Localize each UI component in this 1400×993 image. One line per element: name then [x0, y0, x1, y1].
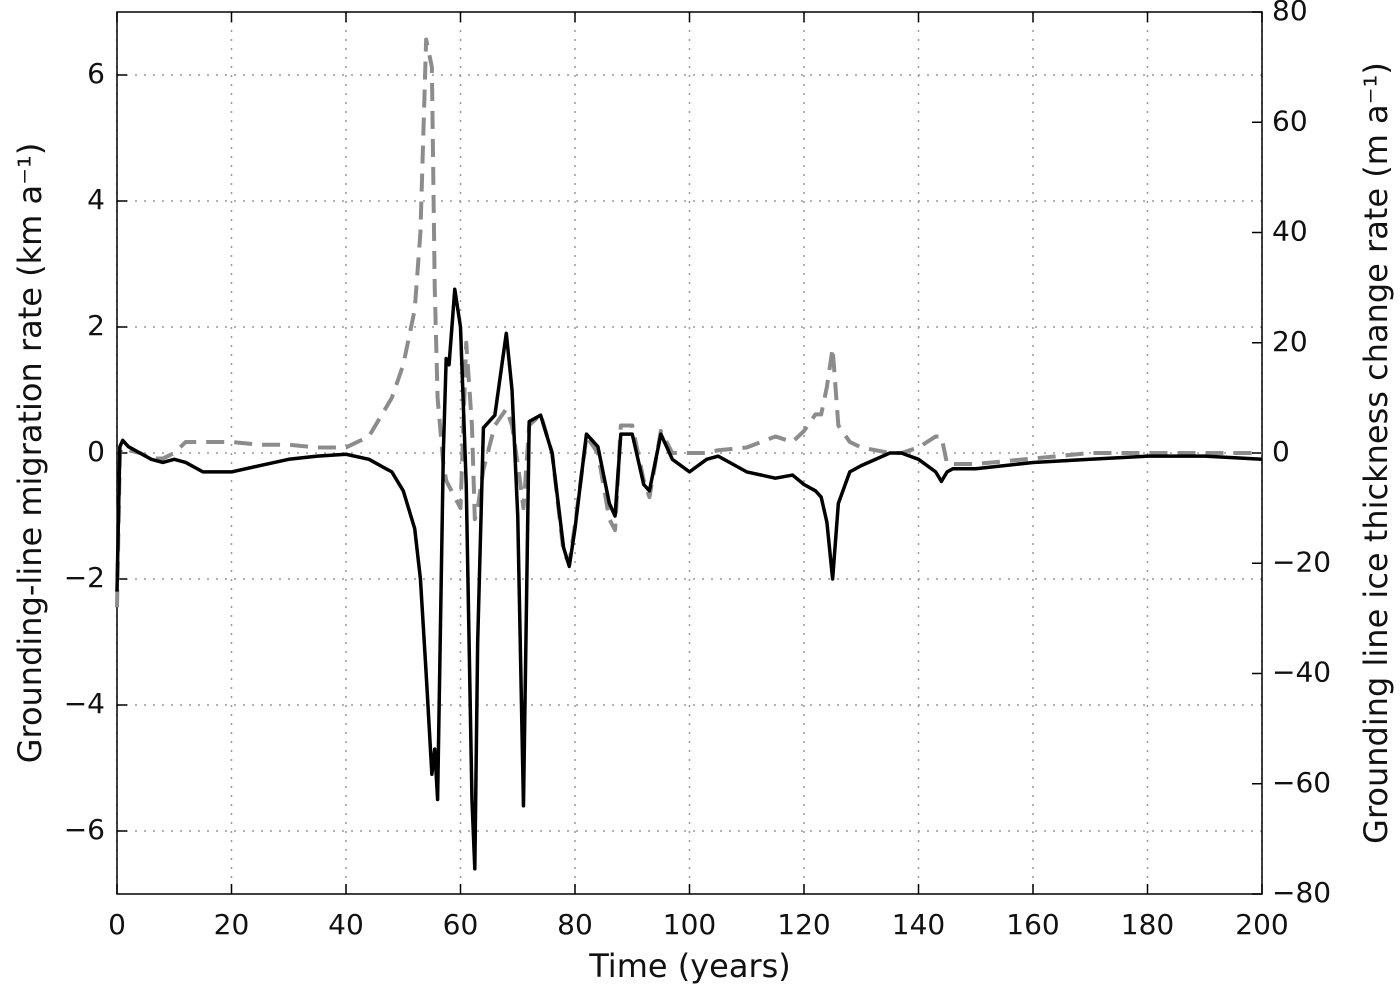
y-tick-label: −6	[64, 813, 105, 846]
y2-tick-label: 60	[1272, 104, 1308, 137]
y2-tick-label: −40	[1272, 656, 1331, 689]
x-tick-label: 140	[892, 908, 945, 941]
y-tick-label: −4	[64, 687, 105, 720]
x-tick-label: 80	[557, 908, 593, 941]
y2-tick-label: 20	[1272, 325, 1308, 358]
x-tick-label: 100	[663, 908, 716, 941]
y2-tick-label: 0	[1272, 435, 1290, 468]
y2-tick-label: −60	[1272, 766, 1331, 799]
x-tick-label: 160	[1006, 908, 1059, 941]
y2-tick-label: 40	[1272, 215, 1308, 248]
x-axis-label: Time (years)	[588, 947, 791, 985]
y-tick-label: 4	[87, 183, 105, 216]
x-tick-label: 60	[443, 908, 479, 941]
x-tick-label: 200	[1235, 908, 1288, 941]
y-tick-label: 0	[87, 435, 105, 468]
data-line	[115, 37, 1262, 608]
x-tick-label: 0	[108, 908, 126, 941]
x-tick-label: 180	[1121, 908, 1174, 941]
y2-tick-label: −80	[1272, 876, 1331, 909]
x-tick-label: 20	[214, 908, 250, 941]
data-line	[115, 287, 1263, 871]
y2-tick-label: −20	[1272, 545, 1331, 578]
y-axis-label: Grounding-line migration rate (km a⁻¹)	[11, 143, 49, 764]
x-tick-label: 120	[777, 908, 830, 941]
x-tick-label: 40	[328, 908, 364, 941]
y2-tick-label: 80	[1272, 0, 1308, 27]
y-tick-label: −2	[64, 561, 105, 594]
y-tick-label: 2	[87, 309, 105, 342]
y2-axis-label: Grounding line ice thickness change rate…	[1357, 62, 1395, 844]
y-tick-label: 6	[87, 57, 105, 90]
